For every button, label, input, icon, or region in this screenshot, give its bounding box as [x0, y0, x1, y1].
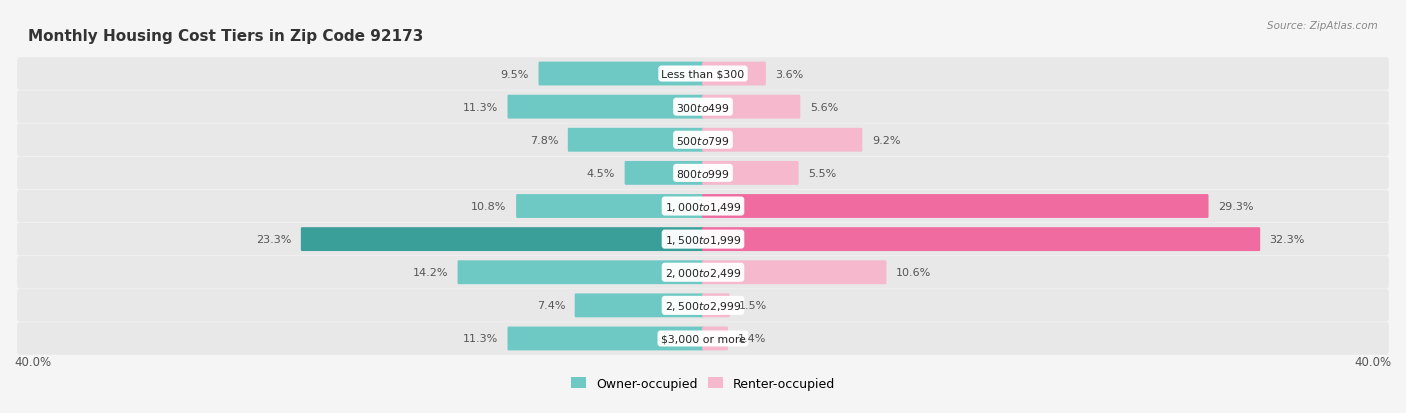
Text: 10.8%: 10.8% — [471, 202, 506, 211]
Text: 7.8%: 7.8% — [530, 135, 558, 145]
FancyBboxPatch shape — [457, 261, 704, 285]
FancyBboxPatch shape — [17, 124, 1389, 157]
FancyBboxPatch shape — [702, 195, 1209, 218]
Text: Monthly Housing Cost Tiers in Zip Code 92173: Monthly Housing Cost Tiers in Zip Code 9… — [28, 29, 423, 44]
Text: $800 to $999: $800 to $999 — [676, 168, 730, 179]
FancyBboxPatch shape — [508, 327, 704, 351]
Text: 14.2%: 14.2% — [412, 268, 449, 278]
FancyBboxPatch shape — [702, 128, 862, 152]
Text: $300 to $499: $300 to $499 — [676, 102, 730, 113]
Text: Less than $300: Less than $300 — [661, 69, 745, 79]
Text: 32.3%: 32.3% — [1270, 235, 1305, 244]
FancyBboxPatch shape — [568, 128, 704, 152]
Text: 40.0%: 40.0% — [14, 355, 51, 368]
Text: $500 to $799: $500 to $799 — [676, 135, 730, 146]
FancyBboxPatch shape — [702, 62, 766, 86]
FancyBboxPatch shape — [702, 327, 728, 351]
FancyBboxPatch shape — [575, 294, 704, 318]
Text: Source: ZipAtlas.com: Source: ZipAtlas.com — [1267, 21, 1378, 31]
Text: 1.5%: 1.5% — [740, 301, 768, 311]
Text: 40.0%: 40.0% — [1355, 355, 1392, 368]
FancyBboxPatch shape — [702, 95, 800, 119]
Text: 5.5%: 5.5% — [808, 169, 837, 178]
FancyBboxPatch shape — [17, 58, 1389, 90]
Text: 5.6%: 5.6% — [810, 102, 838, 112]
FancyBboxPatch shape — [538, 62, 704, 86]
Text: 7.4%: 7.4% — [537, 301, 565, 311]
Text: 1.4%: 1.4% — [738, 334, 766, 344]
FancyBboxPatch shape — [508, 95, 704, 119]
Text: 10.6%: 10.6% — [896, 268, 931, 278]
Text: 23.3%: 23.3% — [256, 235, 291, 244]
FancyBboxPatch shape — [17, 323, 1389, 355]
FancyBboxPatch shape — [17, 256, 1389, 289]
Text: 11.3%: 11.3% — [463, 102, 498, 112]
FancyBboxPatch shape — [17, 190, 1389, 223]
Text: $3,000 or more: $3,000 or more — [661, 334, 745, 344]
FancyBboxPatch shape — [624, 161, 704, 185]
Text: 11.3%: 11.3% — [463, 334, 498, 344]
Text: $1,000 to $1,499: $1,000 to $1,499 — [665, 200, 741, 213]
FancyBboxPatch shape — [17, 91, 1389, 123]
FancyBboxPatch shape — [702, 294, 730, 318]
Text: 9.5%: 9.5% — [501, 69, 529, 79]
FancyBboxPatch shape — [702, 161, 799, 185]
FancyBboxPatch shape — [702, 228, 1260, 252]
Text: $2,500 to $2,999: $2,500 to $2,999 — [665, 299, 741, 312]
Legend: Owner-occupied, Renter-occupied: Owner-occupied, Renter-occupied — [567, 372, 839, 395]
FancyBboxPatch shape — [17, 157, 1389, 190]
Text: 9.2%: 9.2% — [872, 135, 900, 145]
FancyBboxPatch shape — [301, 228, 704, 252]
Text: $2,000 to $2,499: $2,000 to $2,499 — [665, 266, 741, 279]
FancyBboxPatch shape — [17, 223, 1389, 256]
FancyBboxPatch shape — [702, 261, 886, 285]
Text: 4.5%: 4.5% — [586, 169, 616, 178]
FancyBboxPatch shape — [17, 290, 1389, 322]
FancyBboxPatch shape — [516, 195, 704, 218]
Text: 29.3%: 29.3% — [1218, 202, 1254, 211]
Text: 3.6%: 3.6% — [775, 69, 804, 79]
Text: $1,500 to $1,999: $1,500 to $1,999 — [665, 233, 741, 246]
